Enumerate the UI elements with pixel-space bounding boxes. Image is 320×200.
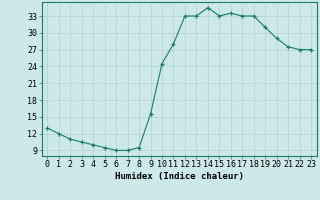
X-axis label: Humidex (Indice chaleur): Humidex (Indice chaleur) <box>115 172 244 181</box>
